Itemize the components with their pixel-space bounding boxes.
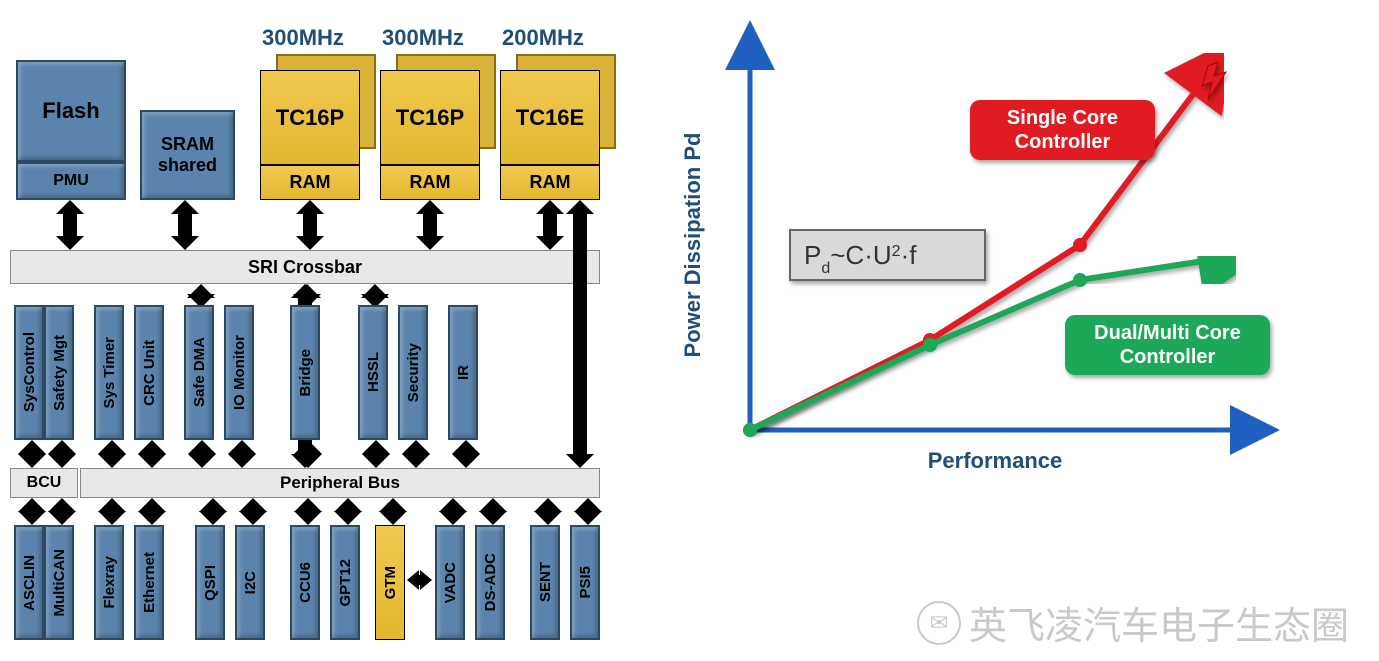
connector-arrow [206, 510, 214, 513]
power-performance-chart: PerformancePower Dissipation PdPd~C·U2·f… [640, 0, 1370, 560]
series-label-line2: Controller [1015, 131, 1111, 153]
periph-multican: MultiCAN [44, 525, 74, 640]
mid-block-syscontrol: SysControl [14, 305, 44, 440]
mid-block-bridge: Bridge [290, 305, 320, 440]
connector-arrow [63, 212, 77, 238]
core-block: TC16P [260, 70, 360, 165]
mid-block-safety-mgt: Safety Mgt [44, 305, 74, 440]
connector-arrow [581, 510, 589, 513]
connector-arrow [446, 510, 454, 513]
periph-ethernet: Ethernet [134, 525, 164, 640]
connector-arrow [145, 452, 153, 456]
core-block: TC16E [500, 70, 600, 165]
periph-gtm: GTM [375, 525, 405, 640]
connector-arrow [409, 452, 417, 456]
mid-block-ir: IR [448, 305, 478, 440]
periph-ds-adc: DS-ADC [475, 525, 505, 640]
peripheral-bus: Peripheral Bus [80, 468, 600, 498]
data-point [923, 338, 937, 352]
periph-asclin: ASCLIN [14, 525, 44, 640]
sram-block: SRAMshared [140, 110, 235, 200]
series-label-line2: Controller [1120, 346, 1216, 368]
connector-arrow [105, 510, 113, 513]
mid-block-crc-unit: CRC Unit [134, 305, 164, 440]
watermark-text: 英飞凌汽车电子生态圈 [969, 595, 1349, 650]
connector-arrow [341, 510, 349, 513]
connector-arrow [541, 510, 549, 513]
connector-arrow [486, 510, 494, 513]
connector-arrow [573, 212, 587, 456]
mid-block-hssl: HSSL [358, 305, 388, 440]
sri-crossbar: SRI Crossbar [10, 250, 600, 284]
periph-qspi: QSPI [195, 525, 225, 640]
bolt-icon [1202, 62, 1226, 100]
wechat-icon: ✉ [917, 601, 961, 645]
mid-block-safe-dma: Safe DMA [184, 305, 214, 440]
connector-arrow [25, 452, 33, 456]
connector-arrow [178, 212, 192, 238]
connector-arrow [369, 452, 377, 456]
data-point [743, 423, 757, 437]
flash-block: Flash [16, 60, 126, 162]
connector-arrow [55, 510, 63, 513]
periph-vadc: VADC [435, 525, 465, 640]
power-chart-panel: PerformancePower Dissipation PdPd~C·U2·f… [640, 0, 1379, 660]
data-point [1073, 238, 1087, 252]
connector-arrow [543, 212, 557, 238]
y-axis-label: Power Dissipation Pd [680, 133, 705, 358]
block-diagram: 300MHz 300MHz 200MHz FlashPMU SRAMshared TC16… [0, 0, 640, 660]
periph-sent: SENT [530, 525, 560, 640]
pmu-block: PMU [16, 162, 126, 200]
series-label-line1: Single Core [1007, 107, 1118, 129]
connector-arrow [105, 452, 113, 456]
bcu-block: BCU [10, 468, 78, 498]
connector-arrow [145, 510, 153, 513]
series-label-line1: Dual/Multi Core [1094, 322, 1241, 344]
periph-psi5: PSI5 [570, 525, 600, 640]
frequency-label: 200MHz [502, 25, 584, 51]
connector-arrow [195, 452, 203, 456]
periph-ccu6: CCU6 [290, 525, 320, 640]
core-block: TC16P [380, 70, 480, 165]
mid-block-io-monitor: IO Monitor [224, 305, 254, 440]
connector-arrow [55, 452, 63, 456]
connector-arrow [303, 212, 317, 238]
mid-block-sys-timer: Sys Timer [94, 305, 124, 440]
connector-arrow [246, 510, 254, 513]
mid-block-security: Security [398, 305, 428, 440]
periph-i2c: I2C [235, 525, 265, 640]
x-axis-label: Performance [928, 448, 1063, 473]
watermark: ✉ 英飞凌汽车电子生态圈 [917, 595, 1349, 650]
connector-arrow [417, 575, 422, 585]
connector-arrow [235, 452, 243, 456]
connector-arrow [301, 452, 309, 456]
periph-gpt12: GPT12 [330, 525, 360, 640]
series-line [750, 345, 930, 430]
data-point [1073, 273, 1087, 287]
frequency-label: 300MHz [262, 25, 344, 51]
frequency-label: 300MHz [382, 25, 464, 51]
periph-flexray: Flexray [94, 525, 124, 640]
connector-arrow [386, 510, 394, 513]
connector-arrow [25, 510, 33, 513]
connector-arrow [423, 212, 437, 238]
ram-block: RAM [500, 165, 600, 200]
series-line [1080, 260, 1210, 280]
connector-arrow [459, 452, 467, 456]
ram-block: RAM [260, 165, 360, 200]
ram-block: RAM [380, 165, 480, 200]
connector-arrow [301, 510, 309, 513]
